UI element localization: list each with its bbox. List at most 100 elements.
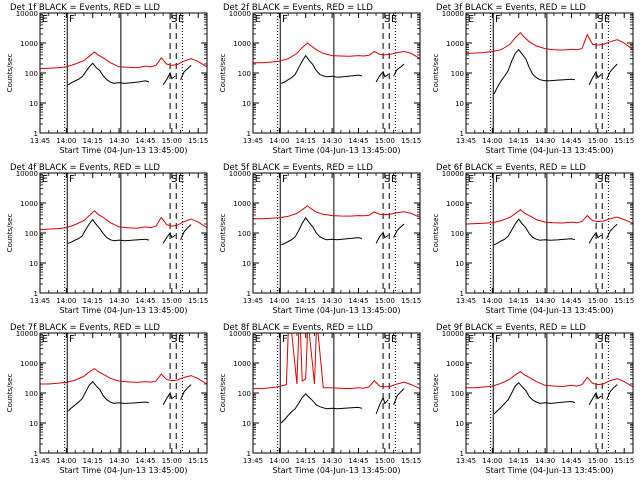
x-axis-label: Start Time (04-Jun-13 13:45:00)	[273, 466, 401, 475]
y-tick-label: 100	[25, 230, 38, 238]
event-annotation: F	[69, 334, 75, 345]
x-tick-label: 14:00	[56, 137, 76, 145]
x-tick-label: 14:15	[509, 297, 529, 305]
plot-frame	[252, 172, 421, 294]
y-tick-label: 1	[460, 130, 464, 138]
plot-frame	[252, 332, 421, 454]
x-tick-label: 14:45	[561, 297, 581, 305]
event-annotation: E	[468, 14, 474, 25]
y-axis-label: Counts/sec	[6, 214, 14, 253]
event-annotation: S	[597, 174, 603, 185]
x-tick-label: 14:30	[535, 457, 555, 465]
x-tick-label: 14:30	[322, 457, 342, 465]
event-annotation: E	[42, 174, 48, 185]
event-annotation: F	[282, 14, 288, 25]
series-line	[280, 392, 363, 424]
y-tick-label: 1000	[446, 40, 464, 48]
y-axis-label: Counts/sec	[219, 214, 227, 253]
plot-frame	[39, 332, 208, 454]
series-line	[606, 63, 618, 80]
y-axis-label: Counts/sec	[219, 374, 227, 413]
x-tick-label: 13:45	[456, 297, 476, 305]
x-tick-label: 14:15	[83, 457, 103, 465]
event-annotation: F	[69, 14, 75, 25]
chart-title: Det 7f BLACK = Events, RED = LLD	[10, 323, 160, 333]
x-tick-label: 13:45	[243, 297, 263, 305]
plot-frame	[465, 332, 634, 454]
x-axis-label: Start Time (04-Jun-13 13:45:00)	[273, 146, 401, 155]
series-line	[39, 51, 208, 70]
x-tick-label: 14:45	[561, 137, 581, 145]
series-line	[465, 209, 634, 225]
series-line	[280, 216, 363, 246]
y-tick-label: 10000	[16, 330, 38, 338]
y-tick-label: 10000	[442, 170, 464, 178]
y-axis-label: Counts/sec	[6, 54, 14, 93]
x-tick-label: 14:00	[269, 457, 289, 465]
x-tick-label: 14:00	[269, 137, 289, 145]
y-tick-label: 1	[460, 290, 464, 298]
event-annotation: S	[597, 14, 603, 25]
y-axis-label: Counts/sec	[432, 374, 440, 413]
y-tick-label: 10000	[442, 10, 464, 18]
plot-frame	[39, 12, 208, 134]
chart-title: Det 3f BLACK = Events, RED = LLD	[436, 3, 586, 13]
x-tick-label: 15:15	[401, 137, 421, 145]
detector-chart: Det 6f BLACK = Events, RED = LLD Counts/s…	[432, 163, 634, 315]
y-tick-label: 1000	[233, 360, 251, 368]
x-tick-label: 15:00	[375, 137, 395, 145]
series-line	[162, 71, 176, 86]
event-annotation: S	[171, 14, 177, 25]
chart-title: Det 8f BLACK = Events, RED = LLD	[223, 323, 373, 333]
x-tick-label: 15:00	[162, 457, 182, 465]
event-annotation: S	[597, 334, 603, 345]
x-tick-label: 14:15	[296, 297, 316, 305]
x-axis-label: Start Time (04-Jun-13 13:45:00)	[486, 146, 614, 155]
event-annotation: E	[604, 14, 610, 25]
event-annotation: S	[171, 334, 177, 345]
x-tick-label: 14:30	[535, 297, 555, 305]
y-tick-label: 1000	[20, 200, 38, 208]
y-tick-label: 10000	[229, 330, 251, 338]
x-tick-label: 15:00	[375, 297, 395, 305]
series-line	[493, 218, 576, 246]
event-annotation: F	[69, 174, 75, 185]
event-annotation: E	[255, 174, 261, 185]
y-tick-label: 100	[451, 70, 464, 78]
x-axis-label: Start Time (04-Jun-13 13:45:00)	[60, 306, 188, 315]
x-axis-label: Start Time (04-Jun-13 13:45:00)	[273, 306, 401, 315]
series-line	[466, 370, 634, 389]
y-tick-label: 100	[238, 230, 251, 238]
series-line	[67, 62, 150, 86]
event-annotation: F	[282, 334, 288, 345]
x-tick-label: 14:00	[269, 297, 289, 305]
detector-chart: Det 5f BLACK = Events, RED = LLD Counts/s…	[219, 163, 421, 315]
y-tick-label: 1	[460, 450, 464, 458]
x-tick-label: 13:45	[30, 137, 50, 145]
x-tick-label: 15:15	[401, 457, 421, 465]
y-tick-label: 100	[238, 70, 251, 78]
event-annotation: E	[178, 334, 184, 345]
series-line	[162, 391, 176, 406]
event-annotation: S	[384, 174, 390, 185]
series-line	[588, 391, 602, 406]
y-tick-label: 10000	[229, 170, 251, 178]
x-tick-label: 15:15	[614, 297, 634, 305]
series-line	[39, 210, 208, 231]
y-tick-label: 10	[455, 420, 464, 428]
x-tick-label: 14:00	[482, 137, 502, 145]
x-tick-label: 14:00	[56, 297, 76, 305]
event-annotation: E	[468, 174, 474, 185]
detector-chart: Det 9f BLACK = Events, RED = LLD Counts/s…	[432, 323, 634, 475]
series-line	[253, 42, 421, 64]
x-tick-label: 14:45	[135, 137, 155, 145]
x-tick-label: 15:00	[588, 457, 608, 465]
x-tick-label: 15:15	[614, 137, 634, 145]
x-tick-label: 14:15	[509, 137, 529, 145]
x-tick-label: 14:45	[135, 457, 155, 465]
x-tick-label: 15:15	[614, 457, 634, 465]
x-axis-label: Start Time (04-Jun-13 13:45:00)	[486, 306, 614, 315]
x-tick-label: 14:15	[296, 457, 316, 465]
event-annotation: E	[391, 14, 397, 25]
